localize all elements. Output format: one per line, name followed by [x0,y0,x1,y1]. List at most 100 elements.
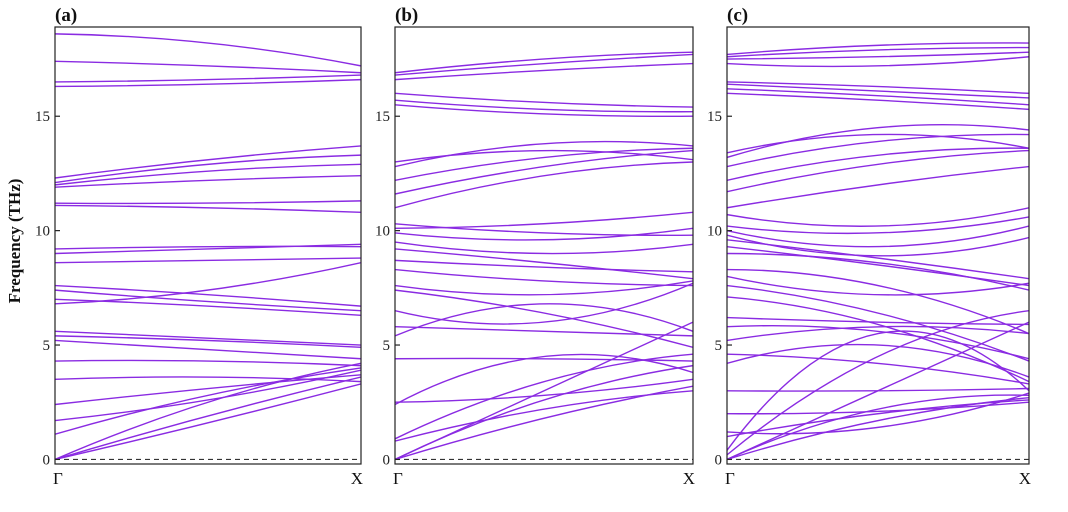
band-line-b14 [395,268,693,287]
band-line-b31 [395,51,693,74]
band-line-b21 [395,161,693,209]
band-line-b10 [55,335,361,349]
band-line-b30 [727,124,1029,159]
band-line-b3 [395,321,693,461]
bands [727,42,1029,461]
band-line-b27 [395,99,693,113]
band-line-b14 [727,316,1029,326]
x-tick-gamma: Γ [393,469,403,488]
band-line-b6 [55,374,361,406]
band-line-b19 [395,211,693,230]
x-tick-x: X [351,469,363,488]
y-tick-label: 5 [715,338,723,354]
band-line-b24 [395,140,693,168]
band-line-b22 [395,149,693,195]
band-line-b1 [395,385,693,461]
band-line-b6 [727,399,1029,438]
band-line-b29 [395,62,693,81]
band-line-b11 [395,282,693,325]
y-tick-label: 10 [375,224,390,240]
band-line-b17 [395,241,693,255]
bands [395,51,693,461]
x-tick-gamma: Γ [53,469,63,488]
band-line-b27 [727,149,1029,193]
band-line-b7 [55,376,361,383]
band-line-b25 [395,149,693,163]
band-line-b10 [395,326,693,337]
x-tick-x: X [683,469,695,488]
y-tick-label: 15 [707,109,722,125]
band-line-b4 [55,367,361,435]
band-line-b25 [727,207,1029,227]
band-line-b23 [55,154,361,184]
band-line-b12 [727,325,1029,342]
panel-label: (c) [727,5,748,26]
y-tick-label: 0 [383,452,391,468]
band-line-b28 [727,147,1029,181]
panel-label: (a) [55,5,77,26]
band-line-b11 [727,353,1029,385]
band-line-b18 [727,268,1029,335]
band-line-b26 [55,74,361,83]
band-line-b25 [55,78,361,88]
bands [55,33,361,461]
x-tick-x: X [1019,469,1031,488]
band-line-b19 [727,252,1029,291]
band-line-b1 [55,383,361,461]
y-axis-label: Frequency (THz) [5,179,24,304]
band-line-b20 [395,223,693,236]
y-tick-label: 0 [715,452,723,468]
band-line-b31 [727,133,1029,154]
band-line-b26 [395,104,693,118]
y-tick-label: 5 [43,338,51,354]
band-line-b15 [395,259,693,273]
band-line-b19 [55,204,361,214]
panel-frame [726,26,1030,465]
band-line-b16 [55,257,361,264]
band-line-b8 [727,401,1029,415]
band-line-b23 [727,225,1029,248]
band-line-b23 [395,147,693,181]
band-line-b34 [727,83,1029,99]
x-tick-gamma: Γ [725,469,735,488]
band-line-b13 [727,325,1029,360]
band-line-b7 [395,378,693,403]
y-tick-label: 10 [35,224,50,240]
band-line-b9 [55,339,361,360]
panel-frame [54,26,362,465]
band-line-b3 [55,362,361,461]
band-line-b30 [395,53,693,76]
band-line-b4 [395,390,693,442]
band-line-b13 [395,280,693,296]
band-line-b27 [55,60,361,74]
band-line-b32 [727,92,1029,111]
band-line-b9 [727,387,1029,392]
band-line-b2 [55,376,361,461]
y-tick-label: 5 [383,338,391,354]
band-line-b18 [395,227,693,241]
band-line-b35 [727,81,1029,95]
panel-2: 0 5 10 15 Γ X (b) [375,5,695,488]
y-tick-label: 15 [375,109,390,125]
band-line-b28 [395,92,693,108]
panel-label: (b) [395,5,418,26]
band-line-b20 [55,200,361,205]
band-line-b18 [55,245,361,250]
band-line-b5 [727,330,1029,451]
y-tick-label: 0 [43,452,51,468]
band-line-b21 [55,175,361,188]
band-line-b33 [727,88,1029,106]
band-line-b14 [55,289,361,312]
band-line-b39 [727,42,1029,56]
band-line-b13 [55,298,361,316]
band-line-b12 [395,289,693,348]
panel-1: 0 5 10 15 Γ X (a) [35,5,363,488]
band-line-b8 [395,357,693,362]
band-line-b26 [727,165,1029,209]
band-line-b8 [55,359,361,367]
band-line-b16 [395,248,693,280]
band-line-b17 [55,243,361,255]
band-line-b20 [727,245,1029,287]
band-line-b15 [55,284,361,307]
